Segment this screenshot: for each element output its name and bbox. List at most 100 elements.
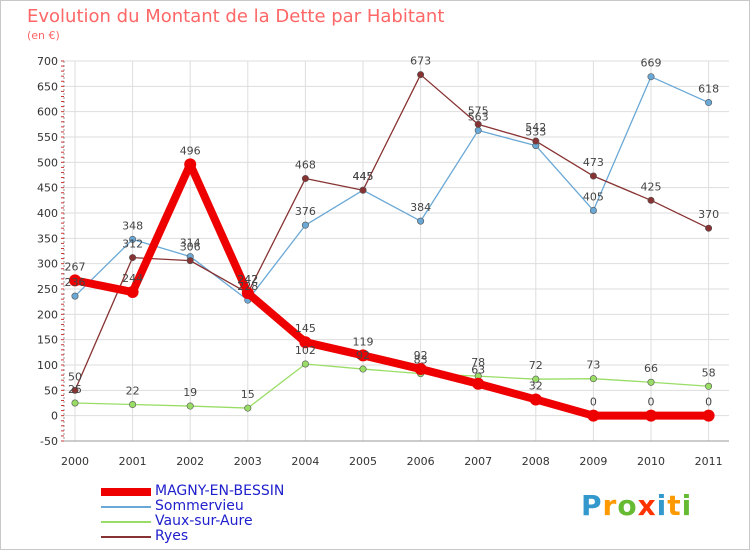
y-tick-label: 150 xyxy=(37,334,58,347)
x-tick-label: 2006 xyxy=(407,455,435,468)
data-label: 73 xyxy=(586,359,600,372)
x-tick-label: 2008 xyxy=(522,455,550,468)
data-point-3 xyxy=(71,386,79,394)
logo-letter: r xyxy=(602,489,618,522)
data-label: 669 xyxy=(641,57,662,70)
data-label: 348 xyxy=(122,219,143,232)
legend-label: Ryes xyxy=(155,528,189,544)
data-label: 22 xyxy=(126,385,140,398)
data-label: 102 xyxy=(295,344,316,357)
data-point-2 xyxy=(532,375,540,383)
data-label: 25 xyxy=(68,383,82,396)
x-tick-label: 2009 xyxy=(579,455,607,468)
data-label: 542 xyxy=(525,121,546,134)
data-point-0 xyxy=(299,336,312,349)
series-line-0 xyxy=(71,160,713,420)
series-line-2 xyxy=(74,363,710,409)
data-point-0 xyxy=(645,409,657,422)
x-tick-label: 2005 xyxy=(349,455,377,468)
data-label: 15 xyxy=(241,388,255,401)
data-label: 119 xyxy=(353,335,374,348)
data-label: 496 xyxy=(180,144,201,157)
legend-label: MAGNY-EN-BESSIN xyxy=(155,483,285,499)
x-tick-label: 2000 xyxy=(61,455,89,468)
data-point-1 xyxy=(705,99,713,107)
data-point-2 xyxy=(705,382,713,390)
plot-area xyxy=(64,61,729,441)
data-point-3 xyxy=(417,71,425,79)
data-label: 145 xyxy=(295,322,316,335)
data-point-2 xyxy=(589,375,597,383)
data-label: 32 xyxy=(529,379,543,392)
x-tick-label: 2007 xyxy=(464,455,492,468)
data-point-0 xyxy=(529,393,542,406)
data-label: 563 xyxy=(468,110,489,123)
y-tick-label: 300 xyxy=(37,258,58,271)
y-tick-label: 550 xyxy=(37,131,58,144)
data-point-3 xyxy=(589,172,597,180)
data-point-0 xyxy=(126,286,139,299)
data-label: 445 xyxy=(353,170,374,183)
data-label: 244 xyxy=(122,272,143,285)
data-point-0 xyxy=(184,158,197,171)
data-point-2 xyxy=(129,401,137,409)
proxiti-logo: Proxiti xyxy=(581,489,692,522)
data-point-2 xyxy=(647,378,655,386)
data-point-0 xyxy=(357,349,369,362)
legend-swatch xyxy=(101,536,151,538)
data-label: 66 xyxy=(644,362,658,375)
data-point-2 xyxy=(71,399,79,407)
data-label: 0 xyxy=(590,396,597,409)
logo-letter: o xyxy=(617,489,638,522)
y-tick-label: 450 xyxy=(37,182,58,195)
data-label: 405 xyxy=(583,190,604,203)
data-point-3 xyxy=(359,186,367,194)
data-point-3 xyxy=(647,196,655,204)
data-point-1 xyxy=(71,292,79,300)
data-label: 58 xyxy=(702,366,716,379)
data-label: 425 xyxy=(641,180,662,193)
data-point-0 xyxy=(241,287,254,300)
legend-label: Sommervieu xyxy=(155,498,244,514)
data-label: 63 xyxy=(471,364,485,377)
data-label: 19 xyxy=(183,386,197,399)
data-point-1 xyxy=(589,206,597,214)
y-tick-label: 400 xyxy=(37,207,58,220)
data-point-1 xyxy=(417,217,425,225)
data-label: 267 xyxy=(65,260,86,273)
data-label: 92 xyxy=(356,349,370,362)
y-tick-label: 0 xyxy=(51,410,58,423)
y-tick-label: 50 xyxy=(44,384,58,397)
data-label: 376 xyxy=(295,205,316,218)
data-point-2 xyxy=(359,365,367,373)
y-tick-label: 600 xyxy=(37,106,58,119)
y-tick-label: 650 xyxy=(37,80,58,93)
y-tick-label: 700 xyxy=(37,55,58,68)
data-point-2 xyxy=(301,360,309,368)
data-label: 468 xyxy=(295,159,316,172)
data-label: 83 xyxy=(414,354,428,367)
logo-letter: i xyxy=(681,489,693,522)
data-label: 50 xyxy=(68,370,82,383)
data-label: 312 xyxy=(122,238,143,251)
data-label: 445 xyxy=(353,170,374,183)
data-point-0 xyxy=(472,377,485,390)
data-point-3 xyxy=(129,254,137,262)
data-label: 533 xyxy=(525,126,546,139)
logo-letter: P xyxy=(581,489,603,522)
data-point-3 xyxy=(532,137,540,145)
data-label: 0 xyxy=(648,396,655,409)
data-point-3 xyxy=(301,175,309,183)
data-label: 370 xyxy=(698,208,719,221)
data-point-1 xyxy=(129,235,137,243)
legend-swatch xyxy=(101,488,151,496)
data-label: 618 xyxy=(698,83,719,96)
y-tick-label: 200 xyxy=(37,308,58,321)
data-point-0 xyxy=(414,363,427,376)
data-label: 314 xyxy=(180,237,201,250)
series-line-1 xyxy=(74,76,710,301)
chart-subtitle: (en €) xyxy=(27,29,60,42)
data-point-1 xyxy=(647,73,655,81)
